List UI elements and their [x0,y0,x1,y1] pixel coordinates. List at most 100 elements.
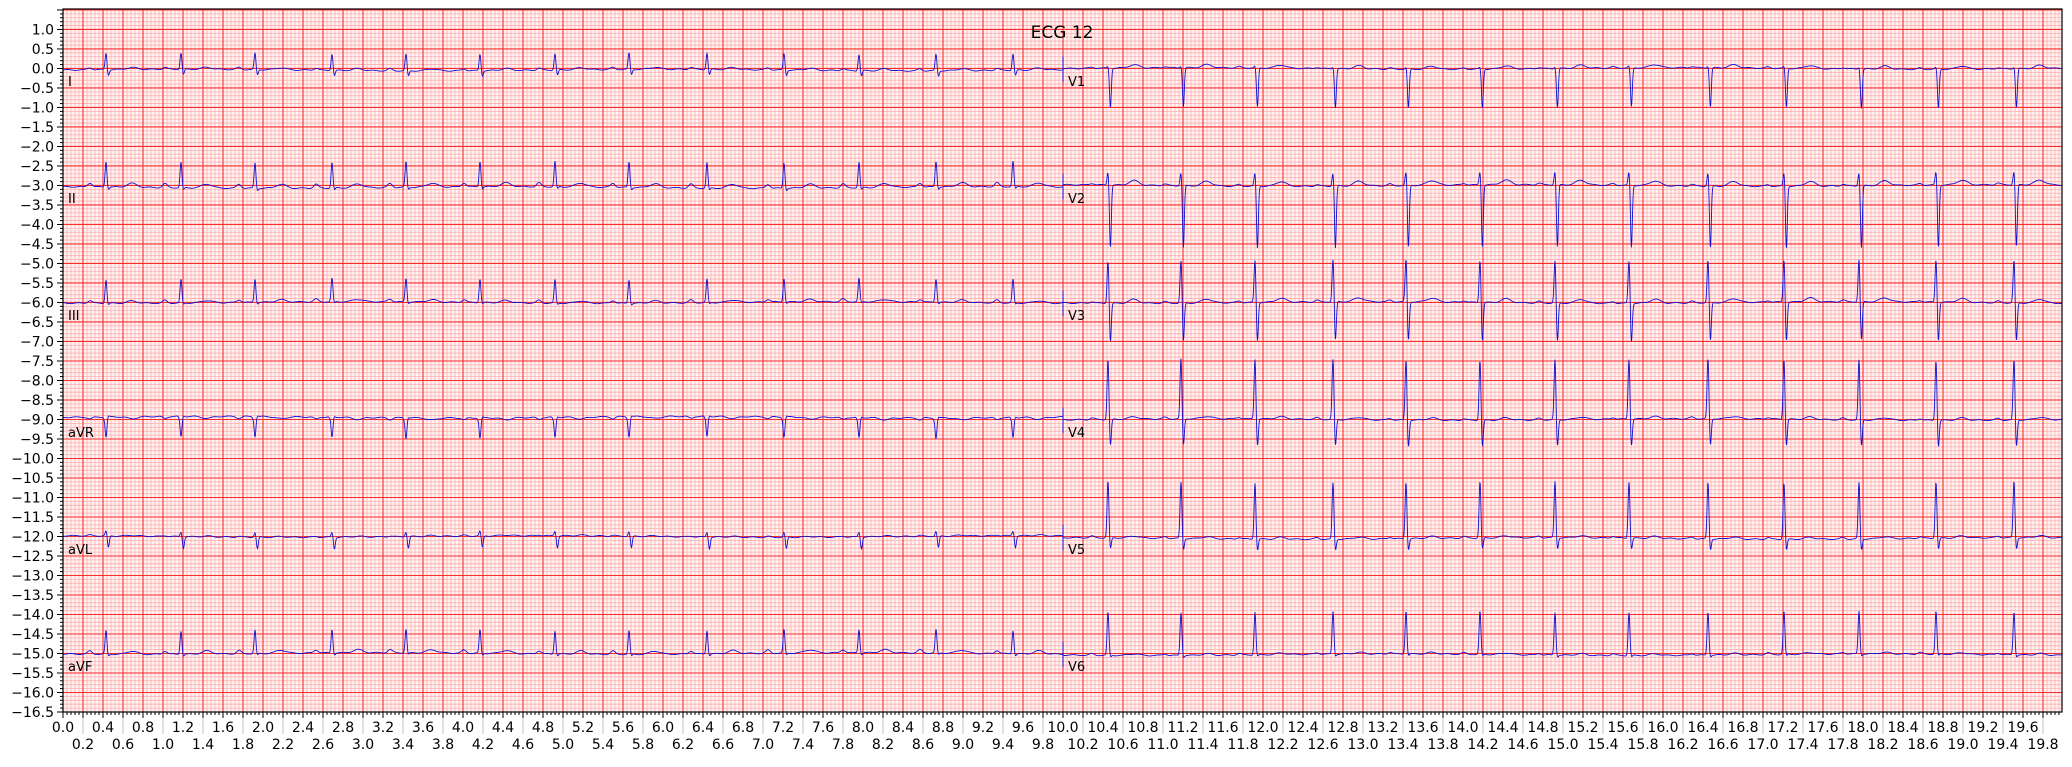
x-tick-label: 7.8 [832,737,854,753]
x-tick-label: 16.8 [1727,720,1758,736]
y-tick-label: −1.5 [20,120,54,136]
x-tick-label: 13.8 [1427,737,1458,753]
chart-title: ECG 12 [1031,23,1094,43]
x-tick-label: 2.4 [292,720,314,736]
x-tick-label: 6.8 [732,720,754,736]
x-tick-label: 14.8 [1527,720,1558,736]
y-tick-label: −1.0 [20,100,54,116]
x-tick-label: 7.4 [792,737,814,753]
x-tick-label: 0.2 [72,737,94,753]
x-tick-label: 5.6 [612,720,634,736]
lead-label-i: I [68,75,72,90]
x-tick-label: 9.2 [972,720,994,736]
x-tick-label: 15.4 [1587,737,1618,753]
lead-trace-avf [62,629,1063,657]
x-tick-label: 11.2 [1167,720,1198,736]
x-tick-label: 8.8 [932,720,954,736]
x-tick-label: 17.8 [1827,737,1858,753]
x-tick-label: 5.0 [552,737,574,753]
x-tick-label: 19.6 [2007,720,2038,736]
lead-trace-ii [63,161,1064,192]
lead-trace-iii [63,277,1063,306]
x-tick-label: 4.0 [452,720,474,736]
x-tick-label: 14.0 [1447,720,1478,736]
y-tick-label: −13.5 [11,588,54,604]
x-tick-label: 9.0 [952,737,974,753]
y-tick-label: −10.5 [11,471,54,487]
x-tick-label: 10.4 [1087,720,1118,736]
y-tick-label: −12.0 [11,529,54,545]
x-tick-label: 0.6 [112,737,134,753]
y-tick-label: 0.0 [32,61,54,77]
x-tick-label: 5.4 [592,737,614,753]
lead-label-v3: V3 [1068,309,1085,324]
y-tick-label: −3.0 [20,178,54,194]
y-tick-label: −13.0 [11,568,54,584]
y-tick-label: −4.0 [20,217,54,233]
x-tick-label: 11.8 [1227,737,1258,753]
y-tick-label: −5.5 [20,276,54,292]
y-tick-label: 1.0 [32,22,54,38]
x-tick-label: 13.4 [1387,737,1418,753]
x-tick-label: 14.4 [1487,720,1518,736]
x-tick-label: 15.8 [1627,737,1658,753]
x-tick-label: 18.6 [1907,737,1938,753]
x-tick-label: 11.4 [1187,737,1218,753]
x-tick-label: 10.0 [1047,720,1078,736]
y-tick-label: −10.0 [11,451,54,467]
x-tick-label: 14.2 [1467,737,1498,753]
lead-label-v5: V5 [1068,543,1085,558]
x-tick-label: 12.6 [1307,737,1338,753]
x-tick-label: 4.2 [472,737,494,753]
y-tick-label: −3.5 [20,198,54,214]
y-tick-label: −12.5 [11,549,54,565]
x-tick-label: 13.6 [1407,720,1438,736]
x-tick-label: 3.0 [352,737,374,753]
x-tick-label: 18.0 [1847,720,1878,736]
lead-trace-v2 [1063,172,2062,249]
x-tick-label: 18.4 [1887,720,1918,736]
major-grid [62,9,2062,713]
x-tick-label: 16.0 [1647,720,1678,736]
x-tick-label: 18.2 [1867,737,1898,753]
x-tick-label: 18.8 [1927,720,1958,736]
y-tick-label: −15.0 [11,646,54,662]
lead-label-v1: V1 [1068,75,1085,90]
x-tick-label: 5.8 [632,737,654,753]
lead-trace-v6 [1063,611,2062,658]
x-tick-label: 1.6 [212,720,234,736]
y-tick-label: −7.5 [20,354,54,370]
y-tick-label: −16.0 [11,685,54,701]
x-tick-label: 5.2 [572,720,594,736]
lead-label-ii: II [68,192,76,207]
lead-trace-v4 [1063,358,2062,447]
x-tick-label: 15.2 [1567,720,1598,736]
x-tick-label: 2.6 [312,737,334,753]
x-tick-label: 1.0 [152,737,174,753]
x-tick-label: 13.0 [1347,737,1378,753]
x-tick-label: 10.2 [1067,737,1098,753]
y-tick-label: −2.0 [20,139,54,155]
y-tick-label: 0.5 [32,42,54,58]
x-tick-label: 1.2 [172,720,194,736]
y-tick-label: −7.0 [20,334,54,350]
x-tick-label: 10.6 [1107,737,1138,753]
x-tick-label: 10.8 [1127,720,1158,736]
y-tick-label: −11.0 [11,490,54,506]
x-tick-label: 4.8 [532,720,554,736]
x-tick-label: 3.4 [392,737,414,753]
y-tick-label: −8.0 [20,373,54,389]
x-tick-label: 0.8 [132,720,154,736]
y-tick-label: −11.5 [11,510,54,526]
lead-traces [62,51,2062,668]
lead-label-avr: aVR [68,426,94,441]
lead-trace-v3 [1063,259,2062,342]
lead-label-v4: V4 [1068,426,1085,441]
lead-trace-avl [63,530,1064,551]
x-tick-label: 0.0 [52,720,74,736]
x-tick-label: 13.2 [1367,720,1398,736]
lead-trace-v5 [1062,481,2062,550]
axes: 0.00.20.40.60.81.01.21.41.61.82.02.22.42… [11,9,2060,753]
lead-label-avl: aVL [68,543,93,558]
